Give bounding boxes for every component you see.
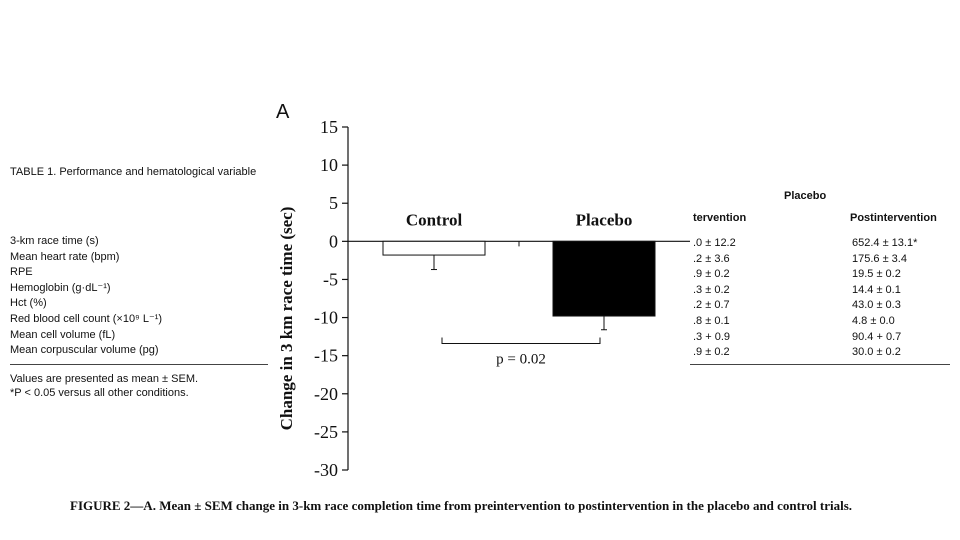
category-labels: Control Placebo [406,210,633,229]
right-table: Placebo tervention Postintervention .0 ±… [690,190,950,370]
significance-bracket [441,337,601,344]
left-table: TABLE 1. Performance and hematological v… [10,166,268,399]
column-header-pre: tervention [693,212,747,224]
table-row: .9 ± 0.2 19.5 ± 0.2 [690,267,950,283]
category-label: Placebo [576,210,633,229]
pre-value: .2 ± 0.7 [693,299,730,312]
pre-value: .0 ± 12.2 [693,237,736,249]
bar-placebo [552,240,656,317]
y-tick-label: -5 [323,269,338,289]
table-rule [690,364,950,365]
y-tick-label: 5 [329,193,338,213]
y-tick-label: -20 [314,384,338,404]
y-tick-label: 0 [329,231,338,251]
post-value: 19.5 ± 0.2 [852,268,901,281]
table-body: .0 ± 12.2 652.4 ± 13.1* .2 ± 3.6 175.6 ± 3… [690,236,950,361]
table-row-label: RPE [10,266,33,279]
table-row: .8 ± 0.1 4.8 ± 0.0 [690,314,950,330]
post-value: 175.6 ± 3.4 [852,252,907,265]
table-row-label: Red blood cell count (×10⁹ L⁻¹) [10,312,163,325]
y-tick-label: -15 [314,346,338,366]
table-row-label: Mean cell volume (fL) [10,328,116,341]
y-ticks: 15 10 5 0 -5 -10 -15 -20 -25 -30 [314,117,348,480]
y-tick-label: 10 [320,155,338,175]
column-header-post: Postintervention [850,212,937,224]
figure-caption: FIGURE 2—A. Mean ± SEM change in 3-km ra… [70,498,853,513]
post-value: 4.8 ± 0.0 [852,314,895,327]
y-tick-label: -10 [314,308,338,328]
p-value-annotation: p = 0.02 [496,351,546,367]
table-row: .9 ± 0.2 30.0 ± 0.2 [690,345,950,361]
pre-value: .2 ± 3.6 [693,252,730,265]
post-value: 652.4 ± 13.1* [852,237,918,249]
table-row: .0 ± 12.2 652.4 ± 13.1* [690,236,950,252]
pre-value: .9 ± 0.2 [693,268,730,281]
post-value: 30.0 ± 0.2 [852,346,901,359]
pre-value: .8 ± 0.1 [693,314,730,327]
table-row-label: Mean heart rate (bpm) [10,250,120,263]
panel-label: A [276,101,290,123]
table-row: .2 ± 0.7 43.0 ± 0.3 [690,298,950,314]
y-tick-label: -25 [314,422,338,442]
pre-value: .3 + 0.9 [693,330,731,343]
table-note: *P < 0.05 versus all other conditions. [10,387,189,399]
table-title: TABLE 1. Performance and hematological v… [10,166,257,178]
post-value: 43.0 ± 0.3 [852,299,901,312]
table-row: .3 ± 0.2 14.4 ± 0.1 [690,283,950,299]
group-header: Placebo [784,190,827,202]
bar-control [382,240,486,256]
table-rule [10,364,268,365]
table-row-labels: 3-km race time (s) Mean heart rate (bpm)… [10,234,162,359]
table-row-label: Mean corpuscular volume (pg) [10,344,159,357]
y-axis-title: Change in 3 km race time (sec) [277,207,296,431]
bar-chart: A Change in 3 km race time (sec) 15 10 5 0 -… [276,101,690,480]
table-notes: Values are presented as mean ± SEM. *P <… [10,372,198,400]
pre-value: .3 ± 0.2 [693,283,730,296]
bars [382,240,656,331]
post-value: 90.4 + 0.7 [852,330,902,343]
category-label: Control [406,210,463,229]
table-row: .2 ± 3.6 175.6 ± 3.4 [690,252,950,268]
post-value: 14.4 ± 0.1 [852,283,901,296]
bracket-line [441,337,601,344]
table-row: .3 + 0.9 90.4 + 0.7 [690,330,950,346]
y-tick-label: 15 [320,117,338,137]
pre-value: .9 ± 0.2 [693,346,730,359]
table-row-label: Hct (%) [10,297,47,310]
table-row-label: 3-km race time (s) [10,235,99,247]
table-note: Values are presented as mean ± SEM. [10,373,199,385]
y-tick-label: -30 [314,460,338,480]
table-row-label: Hemoglobin (g·dL⁻¹) [10,281,111,294]
